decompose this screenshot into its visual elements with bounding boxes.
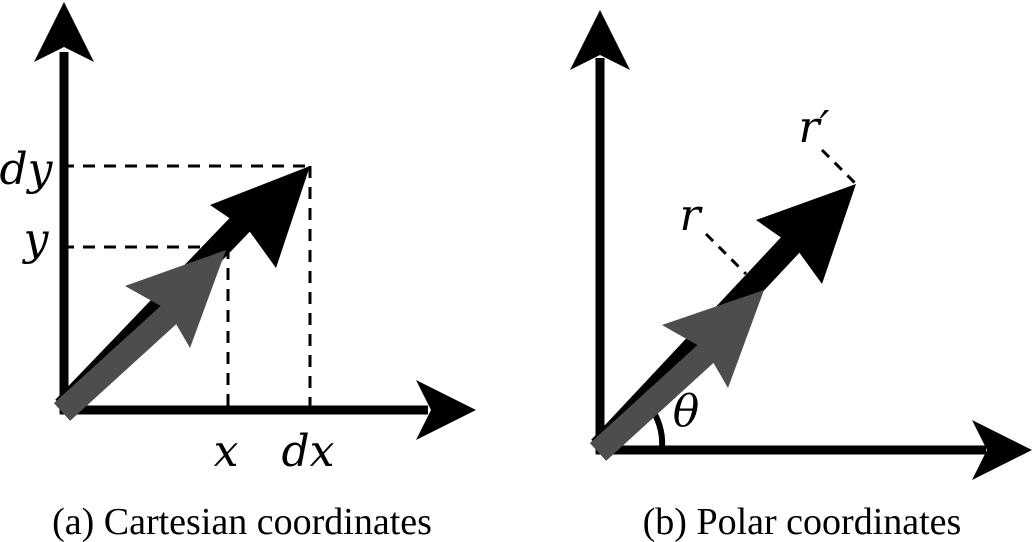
r-marker: [704, 232, 748, 276]
r-prime-marker: [820, 148, 858, 186]
cartesian-original-vector: [53, 250, 226, 421]
label-y: y: [22, 214, 50, 265]
cartesian-original-vector-shaft: [53, 301, 183, 421]
polar-y-axis-arrowhead: [570, 10, 630, 70]
polar-x-axis-arrowhead: [972, 420, 1032, 480]
cartesian-original-vector-arrowhead: [125, 250, 226, 348]
polar-original-vector-shaft: [589, 339, 721, 461]
caption-polar: (b) Polar coordinates: [643, 501, 962, 542]
label-r: r: [679, 190, 703, 241]
label-dy: dy: [0, 144, 54, 195]
polar-guide-lines: [704, 148, 858, 276]
polar-axes: [570, 10, 1032, 480]
cartesian-guide-lines: [62, 164, 312, 410]
label-dx: dx: [282, 426, 335, 477]
cartesian-panel: dy y x dx (a) Cartesian coordinates: [0, 2, 476, 542]
cartesian-y-axis-arrowhead: [34, 2, 94, 62]
cartesian-x-axis-arrowhead: [416, 380, 476, 440]
caption-cartesian: (a) Cartesian coordinates: [52, 501, 432, 542]
polar-original-vector-arrowhead: [662, 290, 764, 388]
polar-panel: r′ r θ (b) Polar coordinates: [570, 10, 1032, 542]
label-theta: θ: [673, 386, 700, 437]
polar-original-vector: [589, 290, 764, 461]
polar-scaled-vector-arrowhead: [756, 184, 856, 284]
label-x: x: [214, 426, 239, 477]
cartesian-axes: [34, 2, 476, 440]
cartesian-scaled-vector-arrowhead: [210, 166, 310, 268]
label-r-prime: r′: [798, 102, 829, 153]
